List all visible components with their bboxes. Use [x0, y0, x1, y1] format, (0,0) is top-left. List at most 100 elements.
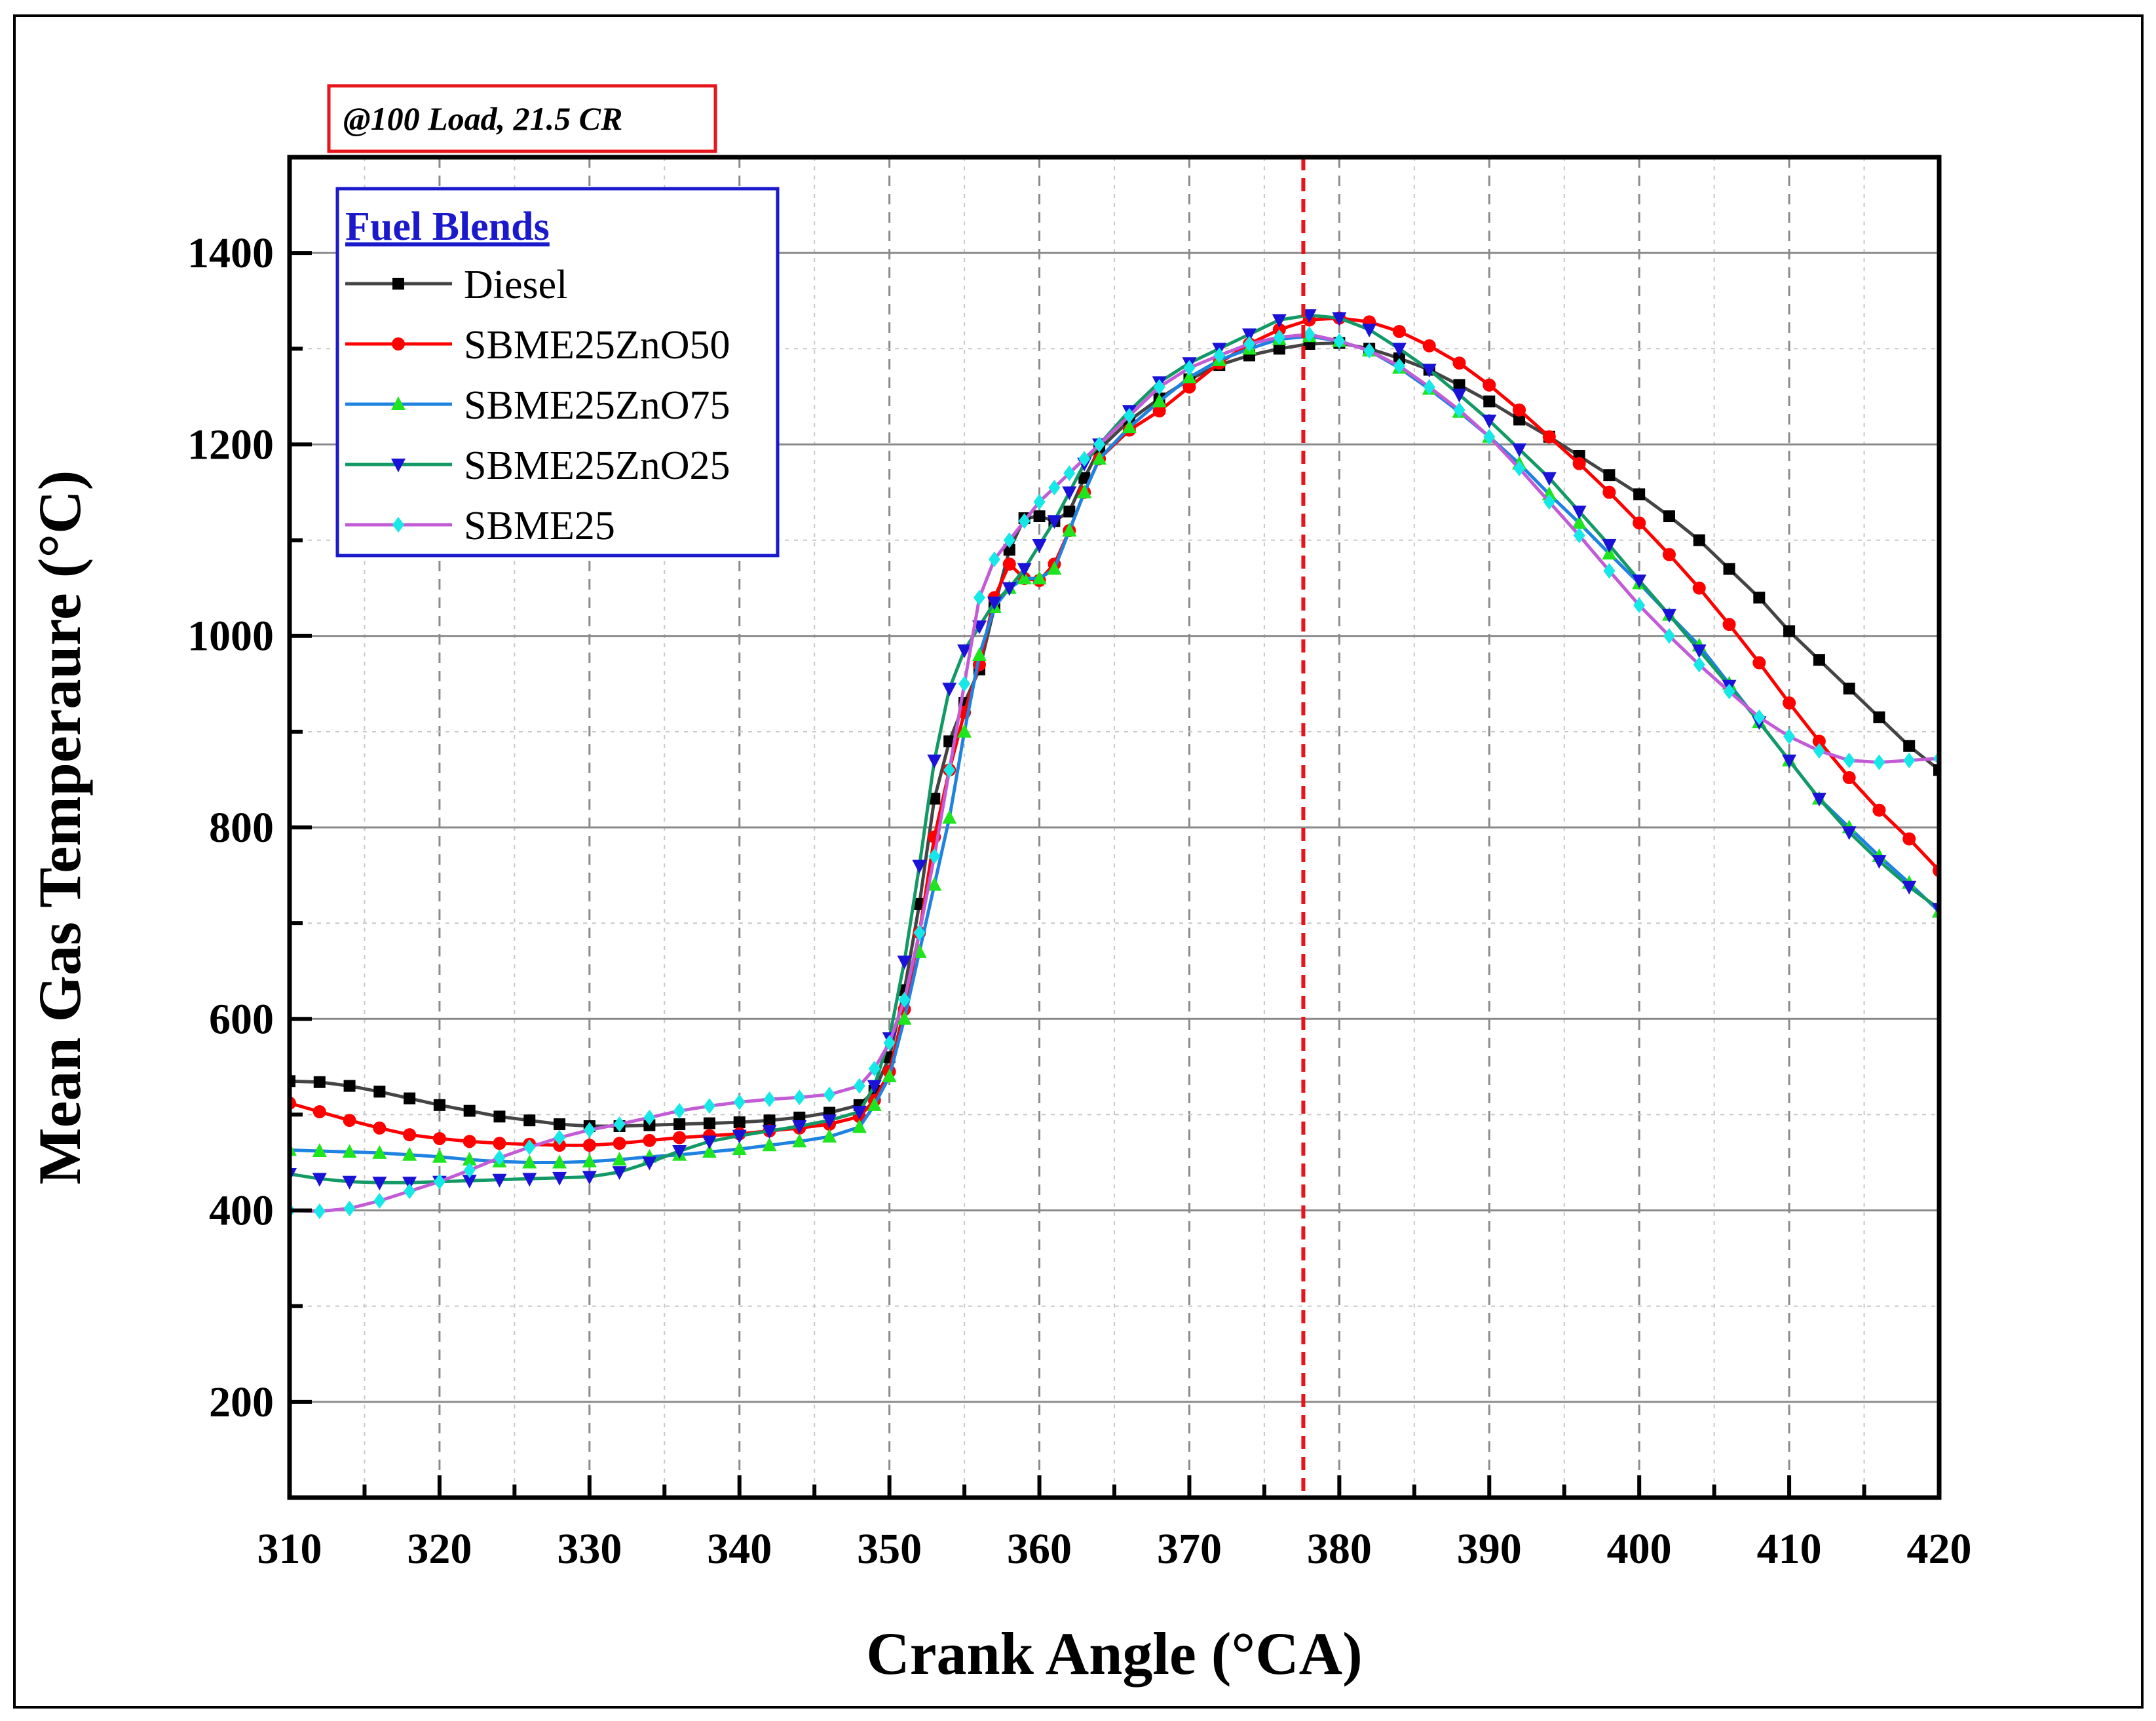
data-point	[702, 1144, 717, 1158]
x-tick-label: 390	[1457, 1525, 1522, 1573]
data-point	[792, 1133, 807, 1148]
data-point	[613, 1116, 626, 1133]
data-point	[523, 1139, 536, 1156]
data-point	[1273, 343, 1285, 355]
data-point	[763, 1091, 776, 1108]
annotation-text: @100 Load, 21.5 CR	[343, 100, 622, 137]
data-point	[703, 1098, 715, 1114]
data-point	[342, 1144, 357, 1158]
data-point	[927, 754, 942, 768]
data-point	[1543, 494, 1555, 510]
data-point	[733, 1116, 746, 1129]
data-point	[1122, 419, 1137, 434]
data-point	[1391, 343, 1407, 357]
data-point	[1813, 743, 1825, 759]
data-point	[868, 1061, 880, 1077]
data-point	[613, 1137, 626, 1150]
data-point	[463, 1105, 476, 1117]
data-point	[898, 992, 911, 1008]
legend-label: Diesel	[464, 263, 567, 307]
legend-item: Diesel	[345, 263, 567, 307]
data-point	[1017, 571, 1032, 585]
data-point	[673, 1118, 686, 1131]
data-point	[313, 1203, 326, 1220]
data-point	[912, 860, 927, 874]
data-point	[702, 1135, 717, 1150]
data-point	[1572, 505, 1587, 520]
data-point	[823, 1086, 836, 1103]
data-point	[1873, 711, 1885, 723]
data-point	[762, 1125, 777, 1139]
data-point	[672, 1144, 687, 1159]
data-point	[1753, 709, 1766, 725]
data-point	[958, 675, 971, 692]
data-point	[522, 1154, 537, 1169]
data-point	[853, 1078, 865, 1094]
data-point	[493, 1110, 506, 1123]
x-tick-label: 380	[1307, 1525, 1372, 1573]
data-point	[1032, 571, 1047, 585]
legend-title: Fuel Blends	[345, 204, 550, 249]
data-point	[554, 1118, 566, 1131]
data-point	[1542, 430, 1556, 444]
data-point	[1123, 407, 1135, 424]
data-point	[1047, 515, 1062, 529]
data-point	[372, 1177, 387, 1191]
data-point	[1077, 484, 1092, 499]
data-point	[897, 1011, 912, 1025]
data-point	[897, 955, 912, 970]
data-point	[1661, 609, 1676, 623]
data-point	[1017, 563, 1032, 577]
data-point	[1603, 469, 1616, 482]
data-point	[1692, 581, 1706, 595]
data-point	[402, 1146, 417, 1161]
data-point	[643, 1109, 656, 1125]
y-tick-label: 800	[209, 804, 274, 852]
data-point	[1662, 548, 1676, 561]
data-point	[1048, 480, 1061, 496]
data-point	[1273, 329, 1285, 345]
data-point	[552, 1171, 567, 1186]
data-point	[1873, 754, 1885, 770]
data-point	[1482, 414, 1497, 428]
data-point	[1152, 404, 1166, 418]
data-point	[1872, 803, 1886, 817]
data-point	[343, 1080, 356, 1092]
data-point	[1422, 339, 1436, 352]
data-point	[673, 1103, 686, 1119]
data-point	[463, 1162, 476, 1179]
data-point	[1513, 413, 1526, 426]
data-point	[1093, 436, 1106, 453]
data-point	[1752, 656, 1766, 670]
legend-label: SBME25ZnO75	[464, 383, 730, 428]
data-point	[463, 1135, 476, 1148]
x-tick-label: 310	[257, 1525, 322, 1573]
data-point	[1722, 618, 1736, 632]
legend-label: SBME25ZnO25	[464, 444, 730, 488]
data-point	[1003, 544, 1015, 556]
data-point	[957, 723, 972, 738]
data-point	[1242, 328, 1257, 343]
annotation-box: @100 Load, 21.5 CR	[327, 84, 717, 153]
data-point	[867, 1080, 882, 1094]
data-point	[673, 1131, 687, 1144]
data-point	[1183, 360, 1196, 376]
data-point	[988, 551, 1000, 567]
data-point	[852, 1106, 867, 1120]
data-point	[1362, 324, 1377, 338]
data-point	[1453, 402, 1466, 418]
data-point	[493, 1137, 506, 1150]
data-point	[1902, 832, 1916, 846]
data-point	[1063, 505, 1076, 518]
data-point	[612, 1166, 627, 1181]
data-point	[1783, 696, 1796, 710]
data-point	[552, 1154, 567, 1169]
data-point	[1723, 563, 1735, 575]
data-point	[1152, 393, 1167, 407]
data-point	[928, 793, 941, 805]
data-point	[1423, 379, 1435, 395]
y-tick-label: 400	[209, 1187, 274, 1235]
data-point	[1513, 403, 1526, 417]
data-point	[1078, 472, 1091, 484]
